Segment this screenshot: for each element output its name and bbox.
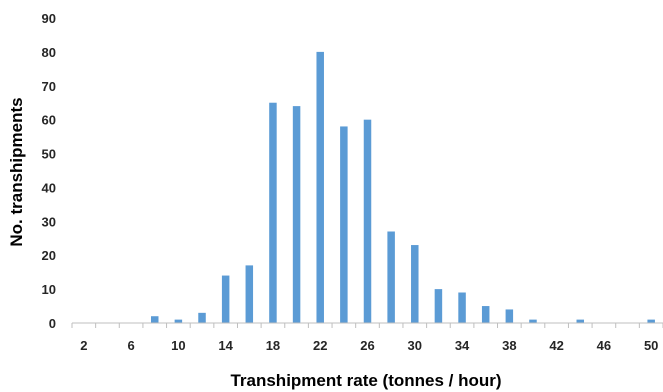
bar [481, 306, 490, 323]
x-tick-label: 46 [597, 338, 611, 353]
x-tick-label: 14 [218, 338, 233, 353]
bar [576, 319, 585, 323]
x-tick-label: 34 [455, 338, 470, 353]
x-tick-label: 22 [313, 338, 327, 353]
bar [221, 275, 230, 323]
bar [198, 312, 206, 323]
x-axis-title: Transhipment rate (tonnes / hour) [230, 371, 501, 390]
y-tick-label: 30 [42, 214, 56, 229]
bar [316, 51, 324, 324]
bar [411, 245, 419, 323]
y-axis-ticks: 0 10 20 30 40 50 60 70 80 90 [42, 11, 56, 331]
y-tick-label: 60 [42, 113, 56, 128]
y-tick-label: 0 [49, 316, 56, 331]
bar [269, 102, 277, 323]
x-tick-label: 50 [644, 338, 658, 353]
x-tick-label: 38 [502, 338, 516, 353]
bar [647, 319, 655, 323]
y-tick-label: 50 [42, 147, 56, 162]
x-axis-ticks: 2 6 10 14 18 22 26 30 34 38 42 46 50 [71, 323, 663, 353]
y-tick-label: 90 [42, 11, 56, 26]
bar [505, 309, 514, 323]
bar [292, 106, 301, 323]
x-tick-label: 42 [549, 338, 563, 353]
y-tick-label: 10 [42, 282, 56, 297]
bar [174, 319, 183, 323]
bar [340, 126, 348, 323]
x-tick-label: 2 [80, 338, 87, 353]
x-tick-label: 26 [360, 338, 374, 353]
bar [363, 119, 372, 324]
x-tick-label: 10 [171, 338, 185, 353]
x-tick-label: 18 [266, 338, 280, 353]
y-tick-label: 80 [42, 45, 56, 60]
bar [387, 231, 395, 323]
y-tick-label: 40 [42, 180, 56, 195]
y-tick-label: 20 [42, 248, 56, 263]
x-tick-label: 6 [127, 338, 134, 353]
bars [150, 51, 655, 324]
bar [150, 316, 159, 323]
bar [529, 319, 537, 323]
bar [434, 289, 443, 323]
y-tick-label: 70 [42, 79, 56, 94]
x-tick-label: 30 [408, 338, 422, 353]
y-axis-title: No. transhipments [7, 97, 26, 246]
bar [458, 292, 466, 323]
bar [245, 265, 254, 323]
